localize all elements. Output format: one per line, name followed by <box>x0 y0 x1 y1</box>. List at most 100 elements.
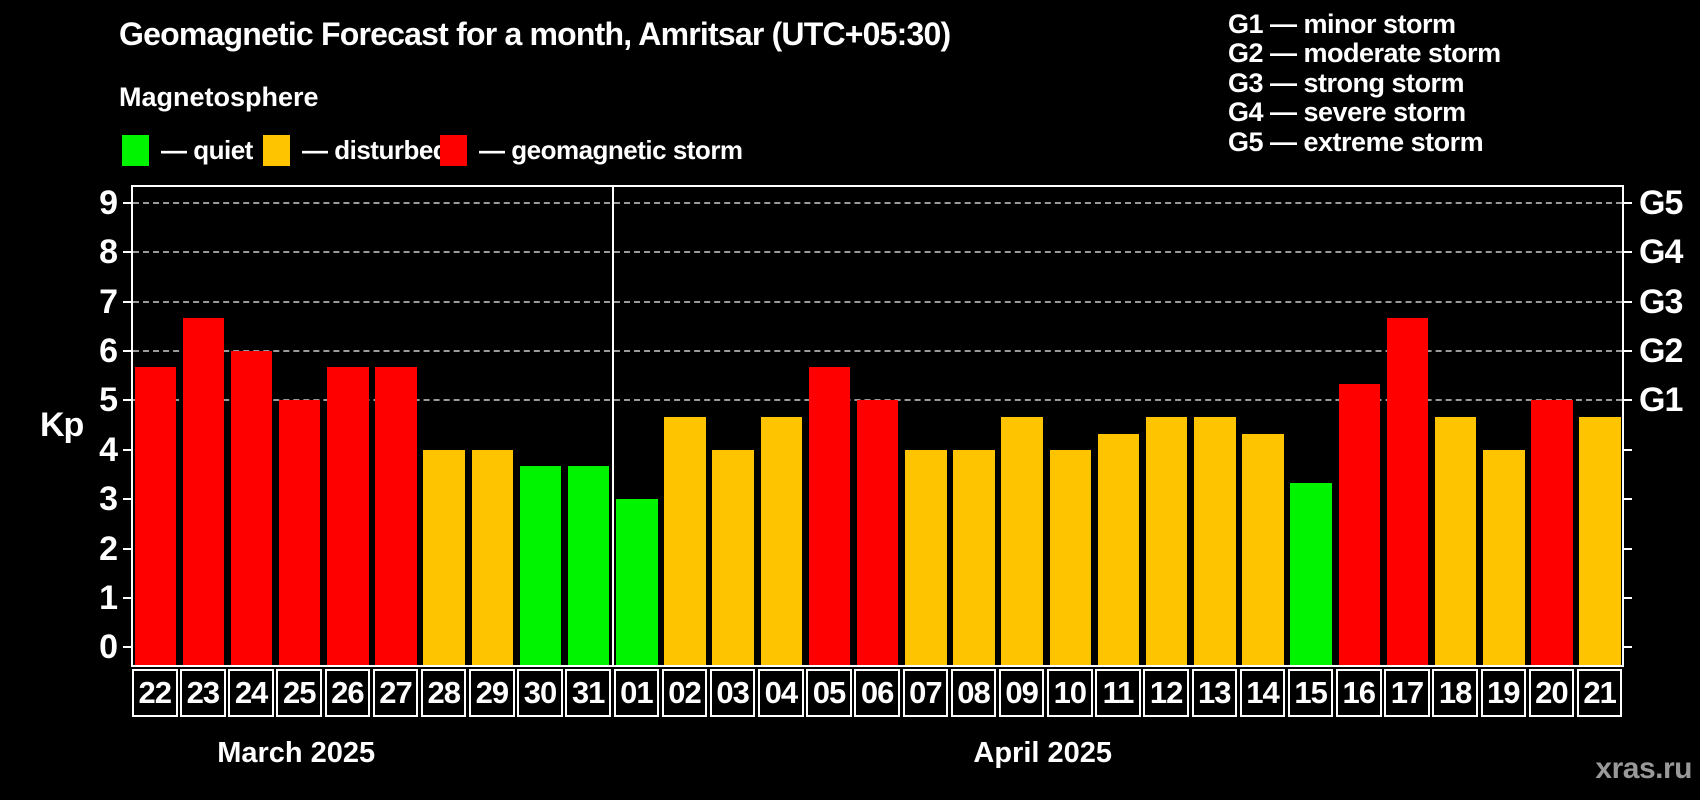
watermark-xras: xras.ru <box>1595 752 1692 785</box>
kp-bar-day-19 <box>1483 449 1525 665</box>
quiet-color-swatch <box>122 134 149 166</box>
disturbed-color-swatch <box>263 134 290 166</box>
date-cell-19: 19 <box>1480 669 1527 717</box>
y-axis-label-4: 4 <box>99 430 118 469</box>
kp-bar-day-11 <box>1097 433 1140 665</box>
kp-bar-day-23 <box>182 318 225 665</box>
y-axis-tick-right-2 <box>1624 547 1632 550</box>
y-axis-label-5: 5 <box>99 381 118 420</box>
date-cell-10: 10 <box>1047 669 1093 717</box>
legend-item-quiet: — quiet <box>122 134 253 166</box>
month-label-march: March 2025 <box>217 737 376 769</box>
y-axis-label-1: 1 <box>99 578 118 617</box>
kp-bar-day-06 <box>856 400 899 665</box>
month-divider <box>611 187 614 665</box>
kp-bar-day-30 <box>519 466 562 665</box>
y-axis-tick-left-7 <box>123 300 131 303</box>
kp-bar-day-05 <box>808 367 851 665</box>
kp-bar-day-22 <box>134 367 176 665</box>
date-cell-14: 14 <box>1239 669 1286 717</box>
kp-bar-day-31 <box>567 466 610 665</box>
kp-bar-day-28 <box>423 449 465 665</box>
date-cell-20: 20 <box>1528 669 1575 717</box>
date-cell-27: 27 <box>372 669 419 717</box>
date-cell-07: 07 <box>902 669 949 717</box>
y-axis-label-7: 7 <box>99 282 118 321</box>
kp-bar-day-08 <box>953 449 995 665</box>
g-level-label-g1: G1 <box>1639 381 1683 420</box>
date-cell-03: 03 <box>709 669 756 717</box>
kp-bar-day-14 <box>1242 433 1284 665</box>
date-cell-31: 31 <box>565 669 611 717</box>
y-axis-tick-left-6 <box>123 350 131 353</box>
g5-legend-line: G5 — extreme storm <box>1228 126 1484 157</box>
y-axis-tick-left-2 <box>123 547 131 550</box>
disturbed-legend-label: — disturbed <box>302 134 449 165</box>
y-axis-tick-left-4 <box>123 448 131 451</box>
gridline-kp8 <box>133 251 1622 254</box>
y-axis-tick-right-3 <box>1624 498 1632 501</box>
gridline-kp9 <box>133 201 1622 204</box>
g1-legend-line: G1 — minor storm <box>1228 9 1456 39</box>
y-axis-tick-right-5 <box>1624 399 1632 402</box>
storm-scale-legend: G1 — minor storm G2 — moderate storm G3 … <box>1228 9 1501 157</box>
date-cell-24: 24 <box>228 669 274 717</box>
date-cell-29: 29 <box>469 669 515 717</box>
g-level-label-g3: G3 <box>1639 282 1683 321</box>
date-cell-22: 22 <box>132 669 178 717</box>
kp-bar-day-21 <box>1579 416 1621 665</box>
g4-legend-line: G4 — severe storm <box>1228 97 1466 128</box>
y-axis-tick-right-6 <box>1624 350 1632 353</box>
y-axis-tick-left-5 <box>123 399 131 402</box>
y-axis-tick-left-0 <box>123 646 131 649</box>
g3-legend-line: G3 — strong storm <box>1228 67 1465 98</box>
kp-bar-day-13 <box>1194 416 1236 665</box>
storm-legend-label: — geomagnetic storm <box>479 134 743 165</box>
date-cell-11: 11 <box>1095 669 1141 717</box>
y-axis-tick-right-8 <box>1624 251 1632 254</box>
date-cell-18: 18 <box>1432 669 1478 717</box>
legend-item-disturbed: — disturbed <box>263 134 449 166</box>
date-cell-08: 08 <box>950 669 997 717</box>
date-cell-17: 17 <box>1384 669 1430 717</box>
kp-bar-day-15 <box>1290 482 1332 665</box>
kp-bar-day-25 <box>278 400 321 665</box>
kp-bar-day-29 <box>471 449 514 665</box>
kp-bar-day-09 <box>1001 416 1043 665</box>
kp-bar-day-10 <box>1049 449 1092 665</box>
y-axis-tick-right-4 <box>1624 448 1632 451</box>
date-cell-12: 12 <box>1143 669 1189 717</box>
date-cell-13: 13 <box>1191 669 1238 717</box>
g-level-label-g4: G4 <box>1639 233 1683 272</box>
date-cell-15: 15 <box>1287 669 1334 717</box>
kp-bar-day-04 <box>760 416 803 665</box>
date-cell-02: 02 <box>661 669 708 717</box>
magnetosphere-label: Magnetosphere <box>119 82 319 112</box>
kp-bar-day-02 <box>664 416 706 665</box>
gridline-kp7 <box>133 300 1622 303</box>
legend-item-storm: — geomagnetic storm <box>440 134 743 166</box>
y-axis-title: Kp <box>40 406 84 444</box>
date-cell-04: 04 <box>758 669 804 717</box>
kp-bar-day-18 <box>1434 416 1477 665</box>
y-axis-tick-left-8 <box>123 251 131 254</box>
y-axis-label-2: 2 <box>99 529 118 568</box>
y-axis-label-9: 9 <box>99 183 118 222</box>
kp-bar-day-17 <box>1386 318 1429 665</box>
date-cell-16: 16 <box>1336 669 1382 717</box>
gridline-kp6 <box>133 350 1622 353</box>
page-title: Geomagnetic Forecast for a month, Amrits… <box>119 16 951 52</box>
y-axis-label-0: 0 <box>99 628 118 667</box>
kp-bar-day-20 <box>1531 400 1573 665</box>
date-cell-09: 09 <box>998 669 1045 717</box>
y-axis-tick-right-0 <box>1624 646 1632 649</box>
kp-bar-day-07 <box>905 449 947 665</box>
y-axis-tick-left-3 <box>123 498 131 501</box>
g-level-label-g2: G2 <box>1639 332 1683 371</box>
date-cell-23: 23 <box>180 669 226 717</box>
y-axis-tick-right-1 <box>1624 596 1632 599</box>
kp-bar-day-26 <box>327 367 369 665</box>
date-cell-26: 26 <box>324 669 371 717</box>
date-cell-06: 06 <box>854 669 900 717</box>
